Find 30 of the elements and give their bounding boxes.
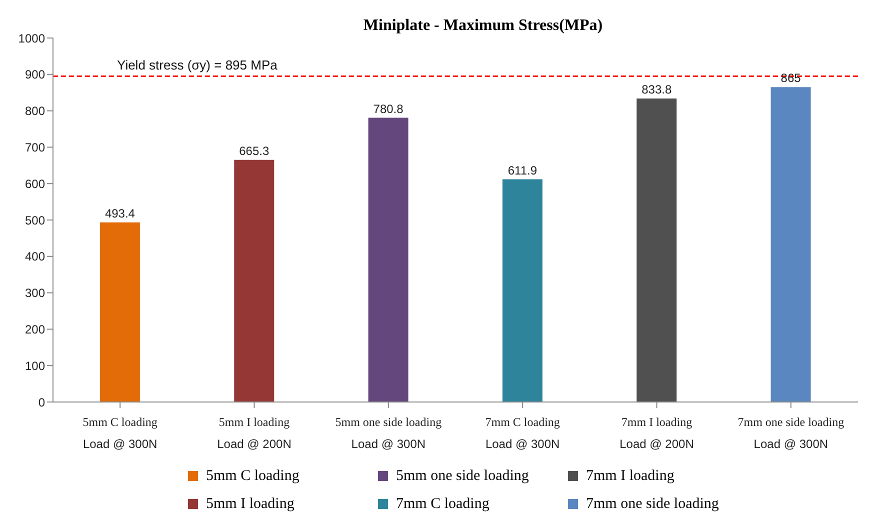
x-tick-label: 5mm C loading Load @ 300N (82, 415, 158, 451)
chart-title: Miniplate - Maximum Stress(MPa) (363, 17, 603, 34)
legend-label: 5mm C loading (205, 466, 300, 486)
y-tick-label: 600 (24, 176, 46, 191)
x-tick-label: 7mm I loading Load @ 200N (620, 415, 694, 451)
legend-label: 7mm C loading (395, 494, 490, 514)
legend-label: 7mm one side loading (585, 494, 720, 514)
y-tick-label: 0 (38, 395, 46, 410)
y-tick-label: 200 (24, 322, 46, 336)
y-tick-label: 400 (24, 250, 46, 264)
data-label: 665.3 (239, 144, 270, 158)
y-tick-label: 900 (24, 68, 46, 82)
legend-label: 5mm I loading (205, 494, 296, 514)
y-tick-label: 300 (24, 286, 46, 300)
x-tick-label: 5mm I loading Load @ 200N (217, 415, 292, 451)
ref-line-label: Yield stress (σy) = 895 MPa (117, 57, 278, 72)
data-label: 493.4 (104, 206, 136, 220)
legend-label: 7mm I loading (585, 466, 676, 486)
x-tick-label: 7mm one side loading Load @ 300N (738, 415, 844, 451)
x-tick-label: 7mm C loading Load @ 300N (485, 415, 560, 451)
data-label: 780.8 (373, 102, 404, 116)
data-label: 611.9 (508, 163, 538, 178)
y-tick-label: 1000 (18, 31, 46, 46)
x-tick-label: 5mm one side loading Load @ 300N (335, 415, 442, 451)
y-tick-label: 700 (24, 140, 46, 154)
y-tick-label: 100 (24, 358, 46, 373)
data-label: 833.8 (642, 82, 672, 96)
y-tick-label: 800 (24, 104, 46, 118)
legend-label: 5mm one side loading (395, 466, 530, 486)
y-tick-label: 500 (24, 213, 46, 228)
